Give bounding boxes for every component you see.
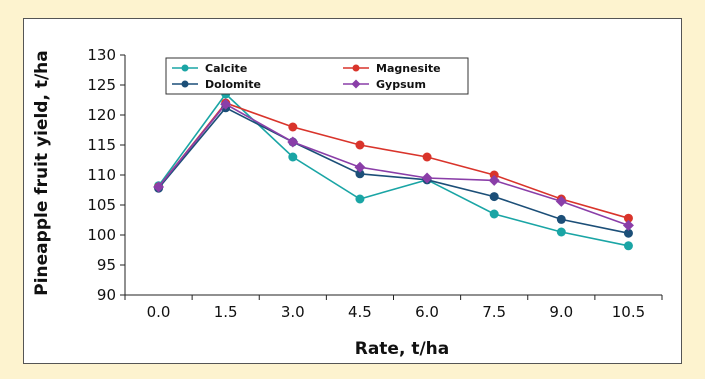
y-tick-label: 110 [87, 166, 116, 184]
data-point-magnesite [623, 213, 633, 223]
legend-label-gypsum: Gypsum [376, 78, 426, 91]
data-point-calcite [623, 241, 633, 251]
data-point-magnesite [288, 122, 298, 132]
x-tick-label: 10.5 [612, 303, 645, 321]
data-point-dolomite [355, 169, 365, 179]
y-tick-label: 115 [87, 136, 116, 154]
x-tick-label: 4.5 [348, 303, 372, 321]
x-tick-label: 3.0 [281, 303, 305, 321]
data-point-calcite [355, 194, 365, 204]
y-axis-title: Pineapple fruit yield, t/ha [32, 50, 52, 295]
series-calcite [154, 89, 633, 251]
legend: Calcite Magnesite Dolomite Gypsum [165, 57, 469, 95]
data-point-magnesite [422, 152, 432, 162]
y-tick-label: 100 [87, 226, 116, 244]
data-point-gypsum [354, 161, 366, 173]
series-line-magnesite [157, 102, 629, 219]
y-tick-label: 105 [87, 196, 116, 214]
y-tick-label: 90 [97, 286, 116, 304]
data-point-dolomite [623, 228, 633, 238]
x-axis-title: Rate, t/ha [355, 339, 450, 359]
data-point-magnesite [355, 140, 365, 150]
x-tick-label: 1.5 [214, 303, 238, 321]
y-tick-label: 130 [87, 46, 116, 64]
series-line-dolomite [157, 106, 629, 234]
y-tick-label: 120 [87, 106, 116, 124]
data-point-gypsum [153, 181, 165, 193]
x-tick-label: 9.0 [549, 303, 573, 321]
series-line-calcite [157, 92, 629, 247]
data-point-gypsum [622, 219, 634, 231]
data-point-gypsum [287, 136, 299, 148]
data-point-dolomite [556, 214, 566, 224]
x-tick-label: 0.0 [147, 303, 171, 321]
axes: 90 95 100 105 110 115 120 125 130 0.0 1.5 3.0 4.5 6.0… [87, 46, 663, 321]
data-point-gypsum [220, 98, 232, 110]
data-point-dolomite [489, 192, 499, 202]
data-point-gypsum [555, 195, 567, 207]
y-tick-label: 125 [87, 76, 116, 94]
data-point-calcite [489, 209, 499, 219]
legend-label-calcite: Calcite [205, 62, 247, 75]
series-dolomite [154, 103, 633, 238]
x-tick-label: 7.5 [482, 303, 506, 321]
legend-box [165, 57, 469, 95]
data-point-calcite [288, 152, 298, 162]
data-point-calcite [556, 227, 566, 237]
series-layer [153, 89, 634, 251]
x-tick-label: 6.0 [415, 303, 439, 321]
legend-label-magnesite: Magnesite [376, 62, 441, 75]
series-gypsum [153, 98, 634, 231]
series-line-gypsum [157, 103, 629, 227]
legend-marker-gypsum [351, 79, 361, 89]
legend-marker-calcite [181, 64, 189, 72]
legend-marker-dolomite [181, 80, 189, 88]
data-point-gypsum [488, 174, 500, 186]
data-point-gypsum [421, 172, 433, 184]
legend-label-dolomite: Dolomite [205, 78, 261, 91]
y-tick-label: 95 [97, 256, 116, 274]
legend-marker-magnesite [352, 64, 360, 72]
